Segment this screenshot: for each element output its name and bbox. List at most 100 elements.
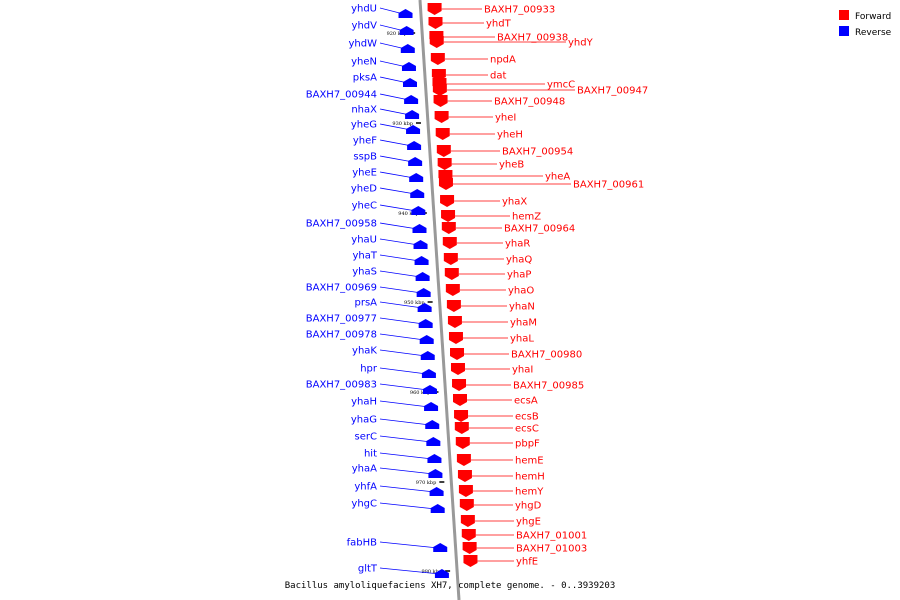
gene-reverse[interactable]: yheE [352,168,424,183]
gene-forward[interactable]: yheA [438,170,570,183]
gene-label-forward[interactable]: BAXH7_00954 [502,147,573,158]
gene-label-forward[interactable]: pbpF [515,439,540,450]
gene-label-reverse[interactable]: BAXH7_00977 [306,314,377,325]
gene-arrow-forward[interactable] [442,237,457,249]
gene-label-forward[interactable]: yhfE [516,557,538,568]
gene-forward[interactable]: pbpF [455,437,540,450]
gene-label-forward[interactable]: BAXH7_00948 [494,97,565,108]
gene-forward[interactable]: ecsB [454,410,539,423]
gene-reverse[interactable]: yhdU [351,4,413,19]
gene-forward[interactable]: ecsA [453,394,538,407]
gene-label-forward[interactable]: hemH [515,472,545,483]
gene-label-reverse[interactable]: BAXH7_00983 [306,380,377,391]
gene-label-reverse[interactable]: yhaS [352,267,377,278]
gene-label-reverse[interactable]: serC [355,432,377,443]
gene-forward[interactable]: npdA [430,53,516,66]
gene-label-forward[interactable]: hemZ [512,212,541,223]
gene-arrow-forward[interactable] [430,53,445,65]
gene-arrow-reverse[interactable] [424,402,439,411]
gene-arrow-reverse[interactable] [398,9,413,18]
gene-forward[interactable]: BAXH7_00980 [450,348,582,361]
gene-reverse[interactable]: BAXH7_00969 [306,283,431,298]
gene-arrow-forward[interactable] [446,300,461,312]
gene-label-reverse[interactable]: gltT [358,564,378,575]
gene-label-reverse[interactable]: yheG [351,120,377,131]
gene-arrow-forward[interactable] [429,36,444,48]
gene-label-reverse[interactable]: fabHB [347,538,378,549]
gene-arrow-forward[interactable] [450,363,465,375]
gene-reverse[interactable]: yheD [351,184,425,199]
gene-forward[interactable]: hemZ [441,210,541,223]
gene-label-reverse[interactable]: nhaX [351,105,377,116]
gene-reverse[interactable]: serC [355,432,441,447]
gene-label-reverse[interactable]: yhaA [352,464,377,475]
gene-label-forward[interactable]: BAXH7_00961 [573,180,644,191]
gene-arrow-forward[interactable] [445,284,460,296]
gene-forward[interactable]: yhaM [447,316,537,329]
gene-label-reverse[interactable]: yhdV [352,21,378,32]
gene-label-forward[interactable]: yhdT [486,19,512,30]
gene-label-reverse[interactable]: BAXH7_00969 [306,283,377,294]
gene-label-forward[interactable]: yheI [495,113,516,124]
gene-label-forward[interactable]: yhaN [509,302,535,313]
gene-arrow-reverse[interactable] [425,420,440,429]
gene-arrow-forward[interactable] [454,410,469,422]
gene-forward[interactable]: BAXH7_00964 [441,222,575,235]
gene-label-reverse[interactable]: yhgC [351,499,377,510]
gene-label-reverse[interactable]: yheC [352,201,377,212]
gene-arrow-forward[interactable] [440,195,455,207]
gene-label-forward[interactable]: BAXH7_00980 [511,350,582,361]
gene-arrow-reverse[interactable] [407,141,422,150]
gene-arrow-forward[interactable] [443,253,458,265]
gene-label-reverse[interactable]: BAXH7_00958 [306,219,377,230]
gene-arrow-reverse[interactable] [422,385,437,394]
gene-arrow-reverse[interactable] [408,157,423,166]
gene-label-forward[interactable]: BAXH7_00947 [577,86,648,97]
gene-forward[interactable]: BAXH7_01001 [461,529,587,542]
gene-label-reverse[interactable]: hit [364,449,377,460]
gene-reverse[interactable]: BAXH7_00944 [306,90,419,105]
gene-forward[interactable]: yhaO [445,284,535,297]
gene-arrow-forward[interactable] [447,316,462,328]
gene-arrow-forward[interactable] [455,437,470,449]
gene-arrow-forward[interactable] [427,3,442,15]
gene-forward[interactable]: BAXH7_00948 [433,95,566,108]
gene-label-forward[interactable]: yhaQ [506,255,532,266]
gene-label-forward[interactable]: BAXH7_01001 [516,531,587,542]
gene-forward[interactable]: yhaN [446,300,535,313]
gene-label-forward[interactable]: ecsC [515,424,539,435]
gene-arrow-forward[interactable] [434,111,449,123]
gene-forward[interactable]: yhaP [444,268,532,281]
gene-arrow-forward[interactable] [461,529,476,541]
gene-label-reverse[interactable]: sspB [353,152,377,163]
gene-forward[interactable]: yhfE [463,555,538,568]
gene-label-forward[interactable]: hemE [515,456,544,467]
gene-reverse[interactable]: yhaT [353,251,429,266]
gene-forward[interactable]: yhdY [429,36,594,49]
gene-arrow-forward[interactable] [462,542,477,554]
gene-forward[interactable]: BAXH7_00933 [427,3,556,16]
gene-reverse[interactable]: yhaG [351,415,440,430]
gene-reverse[interactable]: yhaA [352,464,443,479]
gene-label-forward[interactable]: yhaL [510,334,534,345]
gene-label-reverse[interactable]: hpr [360,364,378,375]
gene-reverse[interactable]: yhdW [349,39,415,54]
gene-arrow-forward[interactable] [444,268,459,280]
gene-label-reverse[interactable]: yhaT [353,251,378,262]
gene-label-forward[interactable]: yhaI [512,365,533,376]
gene-reverse[interactable]: yhgC [351,499,445,514]
gene-reverse[interactable]: yheC [352,201,426,216]
gene-forward[interactable]: yhaI [450,363,533,376]
gene-forward[interactable]: hemE [456,454,544,467]
gene-label-forward[interactable]: npdA [490,55,516,66]
gene-arrow-reverse[interactable] [418,319,433,328]
gene-arrow-forward[interactable] [428,17,443,29]
gene-label-reverse[interactable]: yhaG [351,415,377,426]
gene-forward[interactable]: BAXH7_00961 [438,178,644,191]
gene-reverse[interactable]: hit [364,449,442,464]
gene-arrow-reverse[interactable] [429,487,444,496]
gene-arrow-forward[interactable] [453,394,467,406]
gene-label-reverse[interactable]: yheN [351,57,377,68]
gene-label-forward[interactable]: ecsA [514,396,538,407]
gene-arrow-forward[interactable] [460,515,475,527]
